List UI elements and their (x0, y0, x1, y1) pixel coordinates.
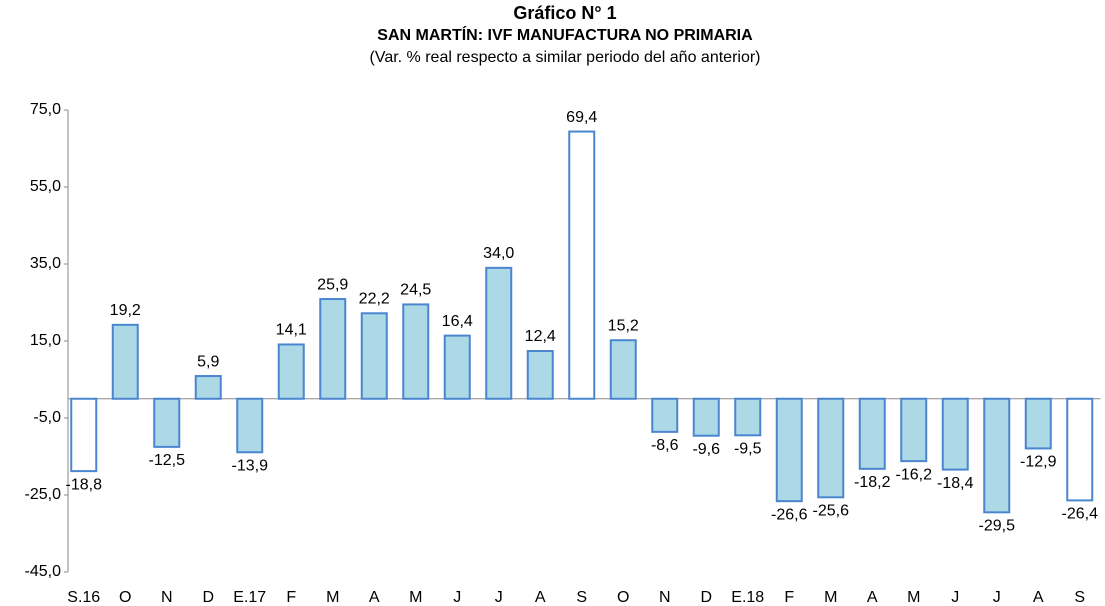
x-tick-label: J (453, 589, 461, 606)
x-tick-label: S (1074, 589, 1085, 606)
value-label: -29,5 (979, 518, 1016, 535)
y-tick-label: -45,0 (25, 563, 62, 580)
x-tick-label: O (119, 589, 131, 606)
bar (485, 266, 513, 400)
value-label: -9,5 (734, 441, 762, 458)
value-label: -12,9 (1020, 454, 1057, 471)
value-label: 16,4 (442, 313, 473, 330)
bar (194, 375, 222, 400)
x-tick-label: A (535, 589, 546, 606)
value-label: -16,2 (896, 466, 933, 483)
value-label: -25,6 (813, 503, 850, 520)
x-tick-label: E.18 (731, 589, 764, 606)
bar (70, 397, 98, 473)
bar (236, 397, 264, 454)
value-label: 19,2 (110, 302, 141, 319)
bar (526, 350, 554, 400)
x-tick-label: D (700, 589, 712, 606)
bar (734, 397, 762, 437)
value-label: -18,8 (66, 476, 103, 493)
bar (360, 312, 388, 400)
chart-title: Gráfico N° 1 (513, 3, 616, 23)
value-label: 15,2 (608, 317, 639, 334)
bar (692, 397, 720, 437)
x-tick-label: M (326, 589, 339, 606)
y-tick-label: 15,0 (30, 332, 61, 349)
y-tick-label: -25,0 (25, 486, 62, 503)
bar (817, 397, 845, 499)
value-label: -26,6 (771, 506, 808, 523)
x-tick-label: M (824, 589, 837, 606)
value-label: 14,1 (276, 322, 307, 339)
x-tick-label: N (161, 589, 173, 606)
x-tick-label: A (1033, 589, 1044, 606)
bar (568, 130, 596, 400)
bar (858, 397, 886, 470)
x-tick-label: E.17 (233, 589, 266, 606)
value-label: 34,0 (483, 245, 514, 262)
bar (277, 343, 305, 400)
bar (111, 323, 139, 400)
x-tick-label: S (576, 589, 587, 606)
value-label: -13,9 (232, 457, 269, 474)
bar (1066, 397, 1094, 502)
bar (402, 303, 430, 400)
value-label: 12,4 (525, 328, 556, 345)
x-tick-label: M (409, 589, 422, 606)
value-label: -18,2 (854, 474, 891, 491)
value-label: 22,2 (359, 290, 390, 307)
y-tick-label: 55,0 (30, 178, 61, 195)
bar (443, 334, 471, 400)
x-tick-label: F (784, 589, 794, 606)
x-tick-label: O (617, 589, 629, 606)
x-tick-label: S.16 (67, 589, 100, 606)
value-label: 24,5 (400, 282, 431, 299)
x-tick-label: N (659, 589, 671, 606)
x-tick-label: J (951, 589, 959, 606)
bar (900, 397, 928, 463)
bar (775, 397, 803, 503)
bar (1024, 397, 1052, 450)
bar (941, 397, 969, 471)
x-tick-label: A (867, 589, 878, 606)
value-label: 69,4 (566, 109, 597, 126)
value-label: -12,5 (149, 452, 186, 469)
value-label: 5,9 (197, 353, 219, 370)
y-tick-label: 35,0 (30, 255, 61, 272)
chart-subtitle: SAN MARTÍN: IVF MANUFACTURA NO PRIMARIA (377, 25, 753, 44)
x-tick-label: A (369, 589, 380, 606)
bar (609, 339, 637, 400)
chart-note: (Var. % real respecto a similar periodo … (370, 49, 761, 66)
bar (651, 397, 679, 433)
x-tick-label: J (993, 589, 1001, 606)
bar (153, 397, 181, 448)
value-label: -18,4 (937, 475, 974, 492)
x-tick-label: D (202, 589, 214, 606)
value-label: -9,6 (692, 441, 720, 458)
value-label: -8,6 (651, 437, 679, 454)
y-tick-label: 75,0 (30, 101, 61, 118)
value-label: 25,9 (317, 276, 348, 293)
y-tick-label: -5,0 (33, 409, 61, 426)
x-tick-label: F (286, 589, 296, 606)
bar (319, 298, 347, 400)
value-label: -26,4 (1062, 506, 1099, 523)
bar (983, 397, 1011, 514)
x-tick-label: J (495, 589, 503, 606)
x-tick-label: M (907, 589, 920, 606)
